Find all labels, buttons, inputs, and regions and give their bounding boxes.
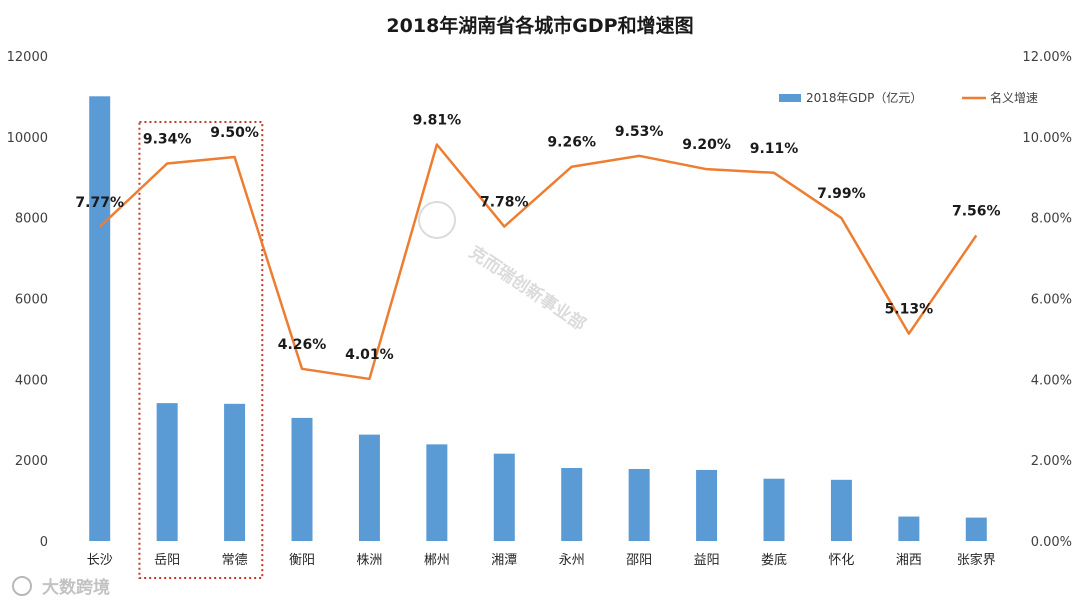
left-tick-label: 10000 bbox=[7, 131, 48, 146]
legend-swatch-gdp bbox=[779, 94, 801, 102]
category-label: 永州 bbox=[559, 553, 585, 568]
bar-湘潭 bbox=[493, 453, 515, 541]
category-label: 株洲 bbox=[356, 553, 382, 568]
highlight-box bbox=[138, 121, 264, 579]
bar-岳阳 bbox=[156, 403, 178, 541]
watermark-logo-icon bbox=[418, 201, 456, 239]
category-label: 衡阳 bbox=[289, 553, 315, 568]
right-tick-label: 8.00% bbox=[1031, 212, 1072, 227]
watermark-center-text: 克而瑞创新事业部 bbox=[465, 242, 589, 335]
growth-label-衡阳: 4.26% bbox=[278, 337, 327, 353]
bar-常德 bbox=[224, 403, 246, 541]
left-tick-label: 4000 bbox=[15, 373, 48, 388]
legend: 2018年GDP（亿元） 名义增速 bbox=[779, 90, 1038, 105]
growth-labels: 7.77% 9.34% 9.50% 4.26% 4.01% 9.81% 7.78% 9.26%… bbox=[75, 113, 1000, 363]
category-label: 怀化 bbox=[828, 553, 854, 568]
growth-line bbox=[98, 143, 978, 381]
right-y-axis: 0.00% 2.00% 4.00% 6.00% 8.00% 10.00% 12.00% bbox=[1022, 50, 1072, 550]
growth-label-岳阳: 9.34% bbox=[143, 132, 192, 148]
category-label: 湘潭 bbox=[491, 553, 517, 568]
left-tick-label: 8000 bbox=[15, 212, 48, 227]
left-y-axis: 0 2000 4000 6000 8000 10000 12000 bbox=[7, 50, 48, 550]
growth-label-长沙: 7.77% bbox=[75, 195, 124, 211]
growth-label-邵阳: 9.53% bbox=[615, 124, 664, 140]
left-tick-label: 12000 bbox=[7, 50, 48, 65]
chart-title: 2018年湖南省各城市GDP和增速图 bbox=[386, 14, 693, 37]
legend-label-growth: 名义增速 bbox=[990, 90, 1038, 105]
category-label: 湘西 bbox=[896, 553, 922, 568]
growth-label-怀化: 7.99% bbox=[817, 186, 866, 202]
category-label: 长沙 bbox=[87, 553, 113, 568]
bar-邵阳 bbox=[628, 468, 650, 541]
right-tick-label: 6.00% bbox=[1031, 293, 1072, 308]
category-label: 张家界 bbox=[957, 552, 996, 568]
category-label: 益阳 bbox=[694, 553, 720, 568]
bar-株洲 bbox=[358, 434, 380, 541]
legend-label-gdp: 2018年GDP（亿元） bbox=[806, 90, 922, 105]
highlight-box-group bbox=[138, 121, 264, 579]
right-tick-label: 10.00% bbox=[1022, 131, 1072, 146]
growth-label-湘潭: 7.78% bbox=[480, 195, 529, 211]
bar-永州 bbox=[561, 468, 583, 541]
bar-怀化 bbox=[830, 479, 852, 541]
bar-娄底 bbox=[763, 478, 785, 541]
bar-益阳 bbox=[696, 469, 718, 541]
growth-label-益阳: 9.20% bbox=[682, 137, 731, 153]
watermark-bottom-left: 大数跨境 bbox=[12, 576, 110, 598]
left-tick-label: 0 bbox=[40, 535, 48, 550]
bar-张家界 bbox=[965, 517, 987, 541]
growth-label-株洲: 4.01% bbox=[345, 347, 394, 363]
right-tick-label: 4.00% bbox=[1031, 373, 1072, 388]
category-label: 邵阳 bbox=[626, 553, 652, 568]
left-tick-label: 6000 bbox=[15, 293, 48, 308]
bar-衡阳 bbox=[291, 417, 313, 541]
growth-label-张家界: 7.56% bbox=[952, 203, 1001, 219]
category-label: 岳阳 bbox=[154, 553, 180, 568]
right-tick-label: 2.00% bbox=[1031, 454, 1072, 469]
category-label: 郴州 bbox=[424, 553, 450, 568]
bar-长沙 bbox=[89, 96, 111, 542]
gdp-bars bbox=[89, 96, 987, 542]
bar-郴州 bbox=[426, 444, 448, 541]
category-label: 娄底 bbox=[761, 552, 787, 568]
growth-label-郴州: 9.81% bbox=[413, 113, 462, 129]
right-tick-label: 12.00% bbox=[1022, 50, 1072, 65]
right-tick-label: 0.00% bbox=[1031, 535, 1072, 550]
growth-line-path bbox=[98, 143, 978, 381]
growth-label-常德: 9.50% bbox=[210, 125, 259, 141]
category-label: 常德 bbox=[222, 553, 248, 568]
category-labels: 长沙 岳阳 常德 衡阳 株洲 郴州 湘潭 永州 邵阳 益阳 娄底 怀化 湘西 张家界 bbox=[87, 552, 996, 568]
watermark-bottom-left-text: 大数跨境 bbox=[42, 577, 110, 598]
growth-label-湘西: 5.13% bbox=[885, 302, 934, 318]
growth-label-娄底: 9.11% bbox=[750, 141, 799, 157]
growth-label-永州: 9.26% bbox=[547, 135, 596, 151]
bar-湘西 bbox=[898, 516, 920, 541]
watermark-center: 克而瑞创新事业部 bbox=[418, 201, 590, 335]
watermark-bl-icon bbox=[12, 576, 32, 596]
left-tick-label: 2000 bbox=[15, 454, 48, 469]
